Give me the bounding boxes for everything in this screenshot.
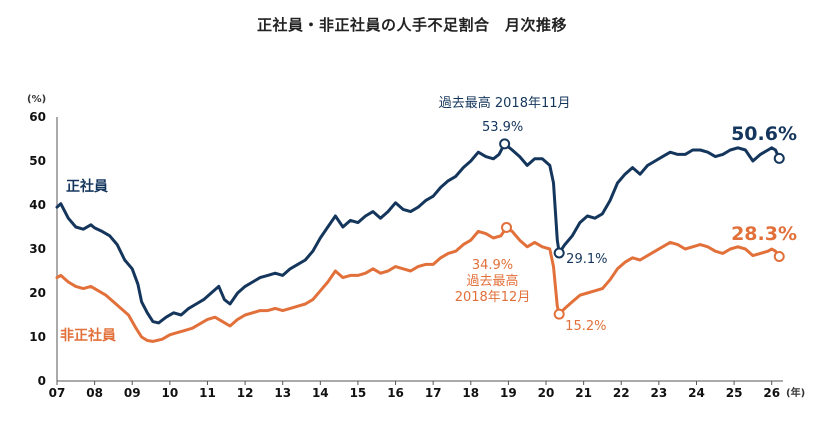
peak-marker-hiseishain bbox=[501, 221, 513, 233]
annotation-peak-label2-hiseishain: 2018年12月 bbox=[455, 290, 531, 305]
x-tick-label: 19 bbox=[500, 386, 517, 400]
x-tick-label: 10 bbox=[161, 386, 178, 400]
x-tick-label: 08 bbox=[86, 386, 103, 400]
y-tick-label: 10 bbox=[29, 330, 46, 344]
y-tick-label: 50 bbox=[29, 154, 46, 168]
low-marker-seishain bbox=[553, 247, 565, 259]
x-tick-label: 11 bbox=[199, 386, 216, 400]
peak-marker-seishain bbox=[499, 138, 511, 150]
annotation-peak-label-seishain: 過去最高 2018年11月 bbox=[439, 95, 571, 111]
annotation-peak-value-hiseishain: 34.9% bbox=[472, 258, 513, 273]
x-tick-label: 21 bbox=[575, 386, 592, 400]
y-tick-label: 20 bbox=[29, 286, 46, 300]
series-label-seishain: 正社員 bbox=[66, 178, 108, 195]
series-lines bbox=[55, 142, 781, 343]
y-tick-label: 60 bbox=[29, 110, 46, 124]
annotation-low-value-seishain: 29.1% bbox=[566, 252, 607, 267]
x-tick-label: 16 bbox=[387, 386, 404, 400]
chart-title: 正社員・非正社員の人手不足割合 月次推移 bbox=[256, 16, 567, 34]
x-tick-label: 24 bbox=[688, 386, 705, 400]
series-line-hiseishain bbox=[55, 225, 781, 343]
x-tick-label: 07 bbox=[49, 386, 66, 400]
x-tick-label: 23 bbox=[651, 386, 668, 400]
x-tick-label: 18 bbox=[462, 386, 479, 400]
x-tick-label: 12 bbox=[237, 386, 254, 400]
latest-marker-seishain bbox=[773, 152, 785, 164]
x-tick-label: 22 bbox=[613, 386, 630, 400]
y-tick-group: 0 10 20 30 40 50 60 bbox=[29, 110, 46, 388]
y-tick-label: 30 bbox=[29, 242, 46, 256]
annotation-latest-value-seishain: 50.6% bbox=[731, 123, 797, 145]
x-tick-label: 13 bbox=[274, 386, 291, 400]
annotation-peak-value-seishain: 53.9% bbox=[482, 120, 523, 135]
x-unit-label: (年) bbox=[786, 386, 805, 399]
annotation-low-value-hiseishain: 15.2% bbox=[565, 319, 606, 334]
x-tick-label: 25 bbox=[726, 386, 743, 400]
annotation-peak-label1-hiseishain: 過去最高 bbox=[467, 273, 519, 289]
x-tick-label: 26 bbox=[763, 386, 780, 400]
latest-marker-hiseishain bbox=[773, 250, 785, 262]
y-tick-label: 0 bbox=[38, 374, 46, 388]
x-tick-label: 20 bbox=[538, 386, 555, 400]
y-unit-label: (%) bbox=[27, 94, 46, 105]
y-tick-label: 40 bbox=[29, 198, 46, 212]
series-label-hiseishain: 非正社員 bbox=[60, 327, 116, 344]
x-tick-group: 07 08 09 10 11 12 13 14 15 16 17 18 19 20 21 22 23 24 25 26 bbox=[49, 381, 780, 400]
annotation-latest-value-hiseishain: 28.3% bbox=[731, 223, 797, 245]
series-line-seishain bbox=[55, 142, 781, 325]
x-tick-label: 09 bbox=[124, 386, 141, 400]
low-marker-hiseishain bbox=[553, 308, 565, 320]
x-tick-label: 14 bbox=[312, 386, 329, 400]
x-tick-label: 15 bbox=[350, 386, 367, 400]
x-tick-label: 17 bbox=[425, 386, 442, 400]
